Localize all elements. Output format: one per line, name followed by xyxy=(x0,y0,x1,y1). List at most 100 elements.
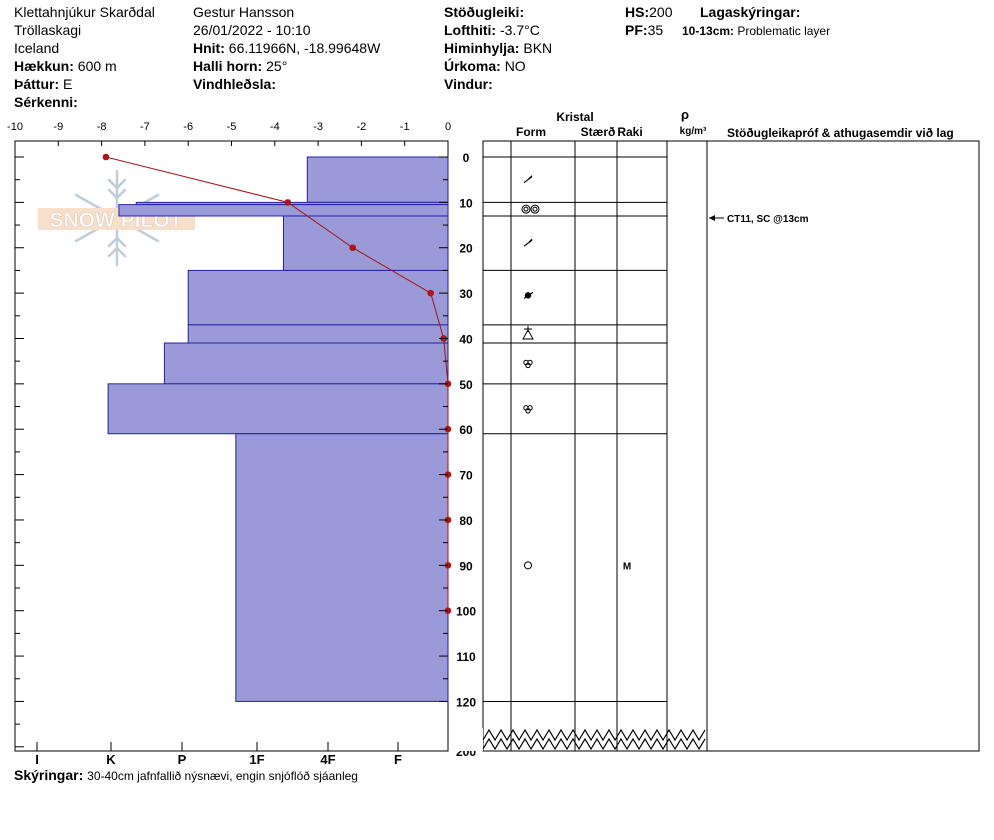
hardness-tick-label: I xyxy=(35,752,39,767)
datetime: 26/01/2022 - 10:10 xyxy=(193,22,311,38)
sky-cover: Himinhylja: BKN xyxy=(444,40,553,56)
depth-hoar-icon xyxy=(524,325,532,332)
windload: Vindhleðsla: xyxy=(193,76,276,92)
hardness-bars xyxy=(107,156,449,702)
footer-notes-label: Skýringar: xyxy=(14,767,84,783)
temp-tick-label: -8 xyxy=(97,121,107,133)
surface-hoar-icon xyxy=(521,204,531,214)
depth-tick-label: 0 xyxy=(463,151,470,165)
region: Tröllaskagi xyxy=(14,22,82,38)
footer-notes: Skýringar: 30-40cm jafnfallið nýsnævi, e… xyxy=(14,766,358,785)
surface-hoar-icon xyxy=(532,206,538,212)
rounded-icon xyxy=(524,561,532,570)
header-col3: Stöðugleiki: Lofthiti: -3.7°C Himinhylja… xyxy=(444,3,552,93)
hardness-tick-label: P xyxy=(178,752,187,767)
temp-tick-label: -1 xyxy=(400,121,410,133)
depth-tick-label: 90 xyxy=(459,559,473,573)
temp-tick-label: -7 xyxy=(140,121,150,133)
surface-hoar-icon xyxy=(530,204,540,214)
hardness-bar xyxy=(187,269,449,326)
special: Sérkenni: xyxy=(14,94,78,110)
header-col1: Klettahnjúkur Skarðdal Tröllaskagi Icela… xyxy=(14,3,155,111)
hardness-tick-label: 4F xyxy=(320,752,335,767)
aspect: Þáttur: E xyxy=(14,76,73,92)
location: Klettahnjúkur Skarðdal xyxy=(14,4,155,20)
depth-tick-label: 50 xyxy=(459,378,473,392)
depth-tick-label: 60 xyxy=(459,423,473,437)
layer-table: Kristal Form Stærð Raki ρ kg/m³ Stöðugle… xyxy=(449,107,980,752)
snowpilot-logo: SNOW PILOT xyxy=(38,169,195,267)
layer-notes-title: Lagaskýringar: xyxy=(700,4,801,20)
header-col2: Gestur Hansson 26/01/2022 - 10:10 Hnit: … xyxy=(193,3,380,93)
stability-test-label: CT11, SC @13cm xyxy=(727,214,809,225)
decomposing-icon xyxy=(523,238,533,247)
depth-tick-label: 40 xyxy=(459,332,473,346)
temp-tick-label: -6 xyxy=(183,121,193,133)
table-border xyxy=(482,140,980,752)
wind: Vindur: xyxy=(444,76,493,92)
depth-tick-label: 120 xyxy=(456,695,476,709)
hardness-tick-label: F xyxy=(394,752,402,767)
temp-tick-label: -2 xyxy=(357,121,367,133)
temp-tick-label: -4 xyxy=(270,121,280,133)
melt-forms-icon xyxy=(525,362,531,369)
depth-hoar-symbol xyxy=(522,325,534,340)
depth-tick-label: 30 xyxy=(459,287,473,301)
temperature-point xyxy=(427,289,434,297)
temperature-point xyxy=(284,199,292,206)
ice-lens-icon xyxy=(523,291,534,299)
hardness-tick-label: 1F xyxy=(249,752,264,767)
pf: PF:35 xyxy=(625,22,664,38)
surface-hoar-icon xyxy=(523,206,529,212)
hardness-bar xyxy=(306,156,449,203)
temp-tick-label: -10 xyxy=(7,121,23,133)
depth-tick-label: 100 xyxy=(456,605,476,619)
decomposing-symbol xyxy=(523,238,533,247)
depth-tick-label: 80 xyxy=(459,514,473,528)
axes: -10 -9 -8 -7 -6 -5 -4 -3 -2 -1 0010203040506070809… xyxy=(7,121,476,767)
col-tests: Stöðugleikapróf & athugasemdir við lag xyxy=(727,126,954,140)
hardness-bar xyxy=(187,324,449,344)
observer: Gestur Hansson xyxy=(193,4,295,20)
depth-break-line xyxy=(482,729,706,741)
break-mask xyxy=(449,728,483,751)
surface-hoar-symbol xyxy=(521,204,540,214)
header-col4: HS:200 PF:35 xyxy=(625,3,672,39)
hardness-bar xyxy=(282,215,449,271)
depth-tick-label: 70 xyxy=(459,469,473,483)
col-size: Stærð xyxy=(581,125,616,139)
hardness-bar xyxy=(235,433,449,702)
footer-notes-text: 30-40cm jafnfallið nýsnævi, engin snjófl… xyxy=(87,769,358,783)
rounded-symbol xyxy=(524,561,532,570)
hardness-bar xyxy=(107,383,449,435)
temp-tick-label: -5 xyxy=(227,121,237,133)
melt-forms-icon xyxy=(525,408,531,414)
precipitation: Úrkoma: NO xyxy=(444,58,526,74)
slope: Halli horn: 25° xyxy=(193,58,288,74)
ice-lens-symbol xyxy=(523,291,534,299)
country: Iceland xyxy=(14,40,60,56)
crystal-title: Kristal xyxy=(556,110,593,124)
stability: Stöðugleiki: xyxy=(444,4,525,20)
elevation: Hækkun: 600 m xyxy=(14,58,117,74)
temp-tick-label: -3 xyxy=(313,121,323,133)
depth-break-line xyxy=(482,738,706,750)
decomposing-symbol xyxy=(523,175,533,184)
temperature-point xyxy=(102,153,110,161)
hs: HS:200 xyxy=(625,4,673,20)
hardness-bar xyxy=(118,204,449,217)
temperature-point xyxy=(349,244,357,252)
temp-tick-label: 0 xyxy=(445,121,451,133)
air-temp: Lofthiti: -3.7°C xyxy=(444,22,540,38)
col-density-symbol: ρ xyxy=(681,107,689,122)
temp-tick-label: -9 xyxy=(53,121,63,133)
test-arrow-head xyxy=(709,214,715,221)
decomposing-icon xyxy=(523,175,533,184)
depth-tick-label: 20 xyxy=(459,242,473,256)
layer-note: 10-13cm: Problematic layer xyxy=(682,24,831,38)
col-density-unit: kg/m³ xyxy=(680,126,707,137)
moisture-label: M xyxy=(623,561,631,572)
hardness-tick-label: K xyxy=(106,752,116,767)
melt-forms-symbol xyxy=(523,405,533,414)
